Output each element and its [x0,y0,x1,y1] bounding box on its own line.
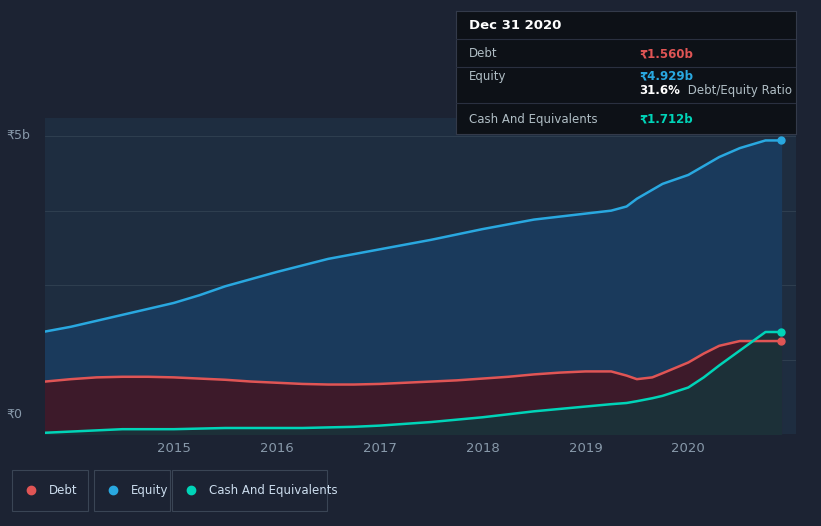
Text: Cash And Equivalents: Cash And Equivalents [209,484,338,497]
FancyBboxPatch shape [172,470,327,511]
Text: Debt: Debt [49,484,78,497]
Text: ₹1.560b: ₹1.560b [640,47,694,60]
Text: Equity: Equity [131,484,169,497]
Text: Dec 31 2020: Dec 31 2020 [470,19,562,32]
Text: ₹0: ₹0 [7,408,22,421]
Text: 31.6%: 31.6% [640,84,681,97]
Text: ₹4.929b: ₹4.929b [640,69,694,83]
Text: ₹1.712b: ₹1.712b [640,113,693,126]
Text: Debt/Equity Ratio: Debt/Equity Ratio [684,84,792,97]
FancyBboxPatch shape [12,470,88,511]
Text: Cash And Equivalents: Cash And Equivalents [470,113,598,126]
FancyBboxPatch shape [94,470,170,511]
Text: Equity: Equity [470,69,507,83]
Text: ₹5b: ₹5b [7,129,30,142]
Text: Debt: Debt [470,47,498,60]
